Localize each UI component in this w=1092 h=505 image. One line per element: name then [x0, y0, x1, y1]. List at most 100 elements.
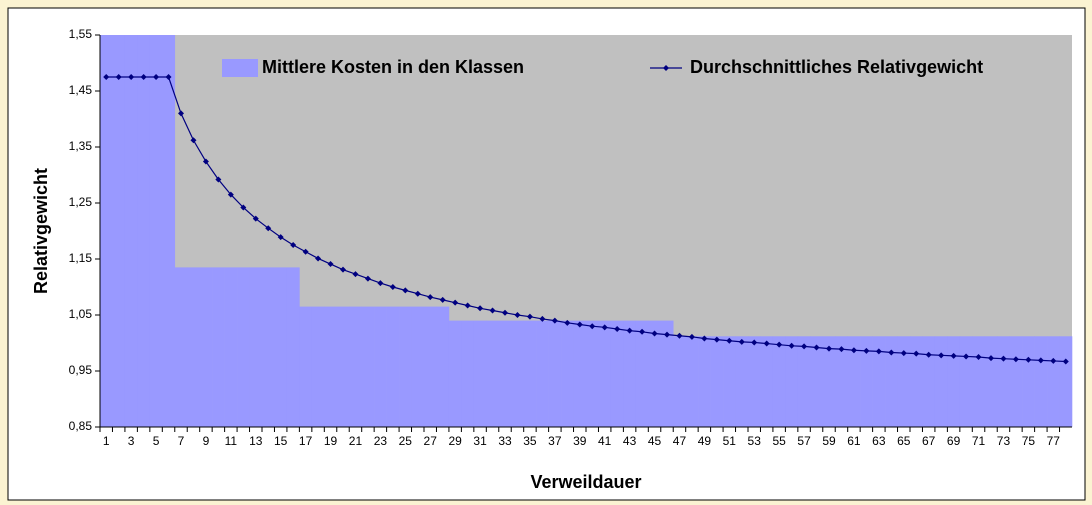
x-tick-label: 25 — [399, 434, 413, 448]
line-marker — [489, 307, 496, 314]
x-tick-label: 75 — [1022, 434, 1036, 448]
x-tick-label: 69 — [947, 434, 961, 448]
line-marker — [477, 305, 484, 312]
area-step — [237, 267, 250, 427]
area-step — [374, 306, 387, 427]
area-step — [336, 306, 350, 427]
line-marker — [988, 355, 994, 362]
line-marker — [439, 296, 446, 303]
area-step — [947, 336, 961, 427]
x-tick-label: 43 — [623, 434, 637, 448]
line-marker — [925, 351, 932, 358]
line-marker — [389, 284, 396, 290]
line-marker — [464, 302, 471, 309]
legend-label: Mittlere Kosten in den Klassen — [262, 57, 524, 77]
area-step — [411, 306, 425, 427]
line-marker — [1050, 357, 1057, 364]
area-step — [548, 320, 562, 427]
line-marker — [551, 317, 558, 324]
line-marker — [215, 176, 222, 183]
area-step — [448, 320, 462, 427]
line-marker — [377, 280, 384, 287]
area-step — [112, 35, 126, 427]
area-step — [772, 336, 786, 427]
x-tick-label: 15 — [274, 434, 288, 448]
line-marker — [190, 137, 197, 144]
x-tick-label: 77 — [1047, 434, 1061, 448]
area-step — [498, 320, 512, 427]
y-tick-label: 0,95 — [69, 363, 93, 377]
x-tick-label: 7 — [178, 434, 185, 448]
area-step — [399, 306, 412, 427]
y-tick-label: 1,45 — [69, 83, 93, 97]
line-marker — [1012, 356, 1019, 363]
x-tick-label: 31 — [473, 434, 487, 448]
line-marker — [327, 261, 334, 268]
area-step — [897, 336, 911, 427]
area-step — [436, 306, 450, 427]
y-tick-label: 0,85 — [69, 419, 93, 433]
y-axis-label: Relativgewicht — [31, 168, 51, 294]
line-marker — [639, 328, 646, 335]
line-marker — [913, 350, 920, 357]
line-marker — [776, 341, 783, 348]
x-tick-label: 19 — [324, 434, 338, 448]
line-marker — [738, 338, 745, 345]
area-step — [1047, 336, 1060, 427]
line-marker — [651, 330, 658, 337]
area-step — [872, 336, 886, 427]
line-marker — [751, 339, 758, 346]
line-marker — [315, 255, 322, 262]
x-tick-label: 63 — [872, 434, 886, 448]
line-marker — [539, 315, 546, 322]
area-step — [511, 320, 524, 427]
area-step — [710, 336, 724, 427]
area-step — [910, 336, 923, 427]
line-marker — [402, 287, 409, 294]
x-tick-label: 53 — [748, 434, 762, 448]
line-marker — [763, 340, 770, 347]
area-step — [847, 336, 861, 427]
line-marker — [414, 290, 421, 297]
line-marker — [265, 225, 272, 232]
area-step — [934, 336, 948, 427]
area-step — [610, 320, 624, 427]
area-step — [997, 336, 1010, 427]
area-step — [735, 336, 749, 427]
legend-marker — [663, 65, 669, 71]
line-marker — [813, 344, 820, 351]
line-marker — [726, 337, 733, 344]
line-marker — [178, 110, 184, 117]
line-marker — [1000, 355, 1007, 362]
area-step — [286, 267, 300, 427]
line-marker — [115, 74, 122, 80]
x-tick-label: 59 — [822, 434, 836, 448]
line-marker — [875, 348, 882, 355]
line-marker — [340, 266, 346, 273]
line-marker — [713, 336, 720, 343]
area-step — [885, 336, 898, 427]
x-tick-label: 47 — [673, 434, 687, 448]
line-marker — [576, 321, 583, 328]
area-step — [100, 35, 113, 427]
line-marker — [888, 349, 895, 356]
line-marker — [140, 74, 147, 80]
x-tick-label: 51 — [723, 434, 737, 448]
line-marker — [252, 215, 259, 222]
area-step — [212, 267, 225, 427]
area-step — [149, 35, 163, 427]
line-marker — [302, 248, 309, 255]
line-marker — [514, 312, 521, 318]
line-marker — [277, 234, 284, 241]
area-step — [785, 336, 799, 427]
legend-swatch — [222, 59, 258, 77]
area-step — [797, 336, 811, 427]
x-tick-label: 13 — [249, 434, 263, 448]
y-tick-label: 1,35 — [69, 139, 93, 153]
area-step — [623, 320, 637, 427]
area-step — [124, 35, 138, 427]
area-step — [386, 306, 400, 427]
area-step — [299, 306, 313, 427]
area-step — [648, 320, 662, 427]
area-step — [573, 320, 587, 427]
